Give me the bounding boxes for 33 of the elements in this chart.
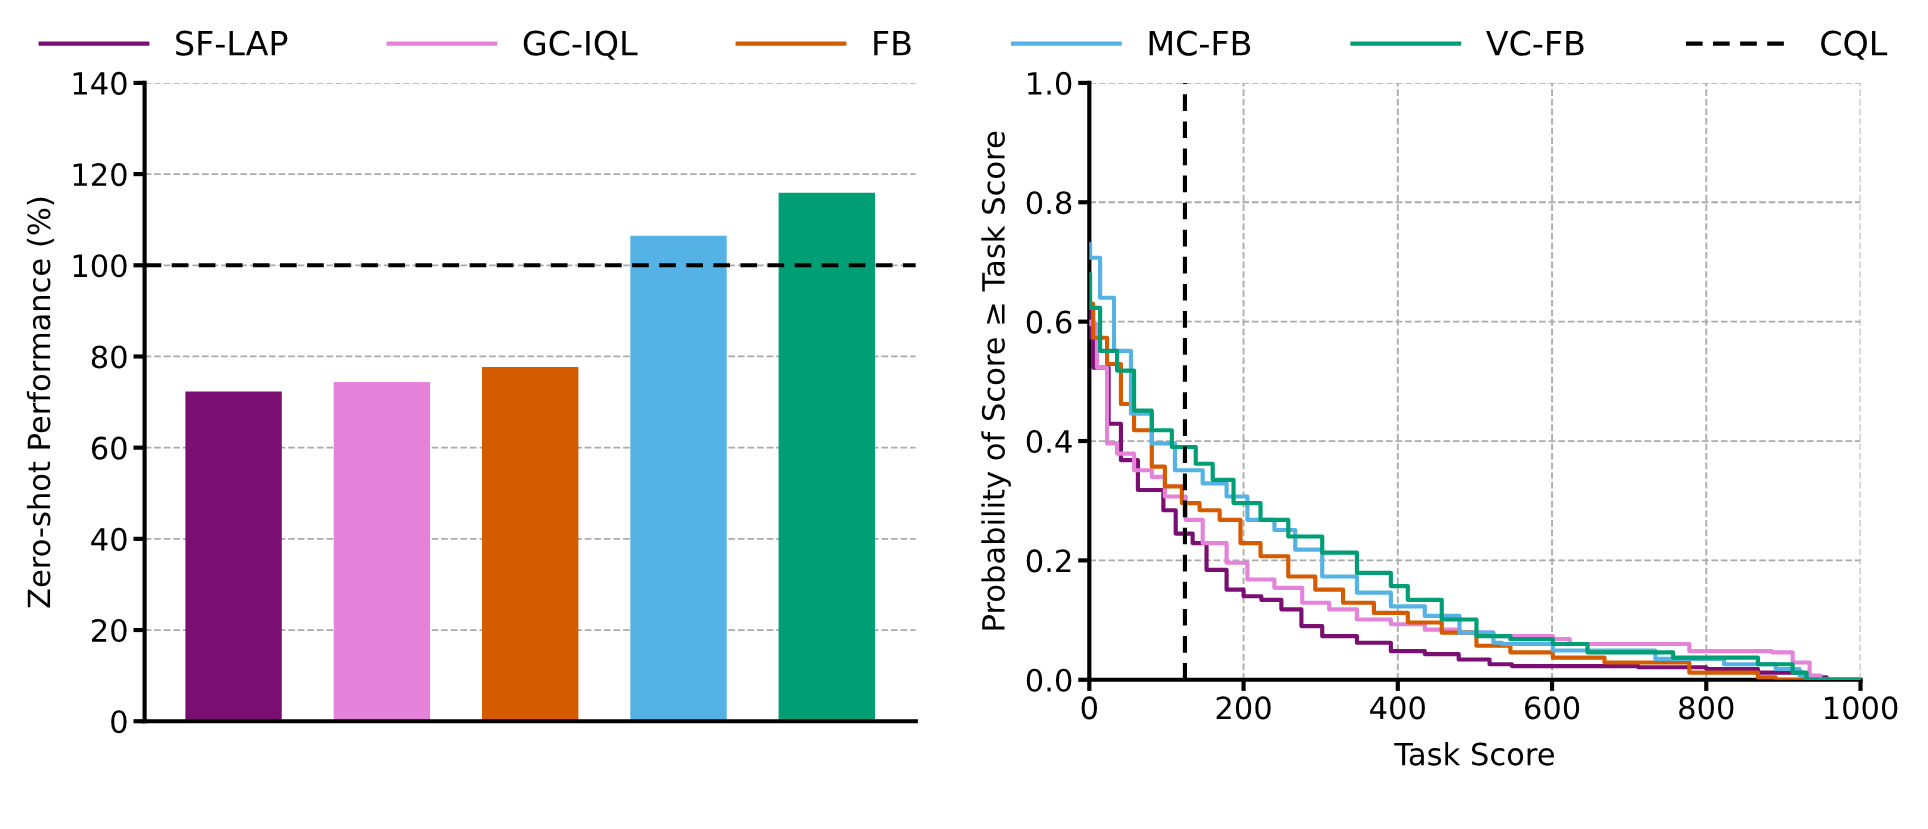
- legend-label: VC-FB: [1486, 30, 1584, 56]
- y-tick-label: 0.6: [1026, 310, 1072, 334]
- bar: [333, 382, 431, 722]
- x-tick-label: 800: [1679, 696, 1734, 720]
- y-tick-label: 40: [91, 527, 127, 551]
- legend-label: GC-IQL: [523, 30, 638, 60]
- legend-label: MC-FB: [1149, 30, 1251, 56]
- x-tick-label: 400: [1370, 696, 1425, 720]
- y-tick-label: 60: [91, 436, 127, 460]
- y-tick-label: 0.8: [1026, 191, 1072, 215]
- y-tick-label: 0.0: [1026, 668, 1072, 692]
- y-tick-label: 0.2: [1026, 549, 1071, 573]
- y-tick-label: 20: [91, 618, 127, 643]
- x-tick-label: 1000: [1824, 696, 1898, 720]
- x-tick-label: 0: [1081, 696, 1098, 720]
- bar: [482, 366, 579, 722]
- y-axis-title: Probability of Score ≥ Task Score: [981, 131, 1011, 630]
- bar: [630, 235, 727, 722]
- y-tick-label: 80: [91, 345, 127, 369]
- y-tick-label: 100: [73, 254, 127, 278]
- legend-label: CQL: [1821, 30, 1888, 60]
- legend-label: SF-LAP: [176, 30, 288, 56]
- y-tick-label: 120: [73, 163, 127, 187]
- x-tick-label: 200: [1216, 696, 1271, 720]
- x-tick-label: 600: [1525, 696, 1580, 720]
- bar: [185, 391, 282, 722]
- legend-label: FB: [874, 31, 911, 56]
- x-axis-title: Task Score: [1394, 741, 1554, 766]
- y-axis-title: Zero-shot Performance (%): [26, 197, 55, 608]
- y-tick-label: 0.4: [1026, 429, 1072, 454]
- y-tick-label: 140: [73, 71, 127, 95]
- bar: [778, 192, 876, 722]
- y-tick-label: 1.0: [1028, 71, 1072, 95]
